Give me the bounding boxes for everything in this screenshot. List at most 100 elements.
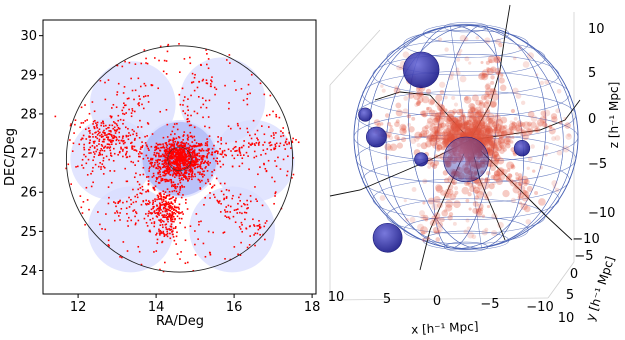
galaxy-point xyxy=(278,145,281,147)
particle xyxy=(480,94,487,101)
galaxy-point xyxy=(107,136,110,138)
galaxy-point xyxy=(178,152,180,154)
galaxy-point xyxy=(222,156,225,158)
galaxy-point xyxy=(273,148,275,151)
galaxy-point xyxy=(102,135,104,138)
particle xyxy=(458,108,464,114)
particle xyxy=(468,124,475,131)
galaxy-point xyxy=(107,127,109,129)
galaxy-point xyxy=(193,89,196,92)
galaxy-point xyxy=(200,158,203,160)
galaxy-point xyxy=(215,88,218,91)
galaxy-point xyxy=(188,175,191,178)
particle xyxy=(429,137,433,142)
galaxy-point xyxy=(184,170,186,172)
galaxy-point xyxy=(138,95,140,97)
galaxy-point xyxy=(185,172,188,174)
particle xyxy=(492,154,497,159)
galaxy-point xyxy=(274,143,277,146)
galaxy-point xyxy=(97,132,100,135)
galaxy-point xyxy=(153,151,156,154)
particle xyxy=(564,122,571,129)
galaxy-point xyxy=(165,163,167,166)
galaxy-point xyxy=(155,180,157,183)
y-axis-label: DEC/Deg xyxy=(3,128,18,186)
galaxy-point xyxy=(100,122,103,124)
particle xyxy=(470,107,476,113)
galaxy-point xyxy=(150,163,153,165)
galaxy-point xyxy=(186,134,189,137)
particle xyxy=(487,117,494,124)
galaxy-point xyxy=(192,156,194,159)
particle xyxy=(487,149,495,157)
galaxy-point xyxy=(162,198,165,201)
galaxy-point xyxy=(119,118,122,121)
galaxy-point xyxy=(227,125,230,128)
galaxy-point xyxy=(150,84,153,87)
galaxy-point xyxy=(193,139,196,142)
galaxy-point xyxy=(210,79,212,82)
galaxy-point xyxy=(163,170,166,173)
particle xyxy=(487,120,496,128)
galaxy-point xyxy=(219,211,222,213)
particle xyxy=(437,154,442,160)
particle xyxy=(431,126,439,134)
galaxy-point xyxy=(141,145,144,147)
galaxy-point xyxy=(142,173,145,176)
galaxy-point xyxy=(150,157,152,160)
particle xyxy=(472,207,479,214)
galaxy-point xyxy=(175,171,178,173)
galaxy-point xyxy=(253,225,256,227)
galaxy-point xyxy=(131,89,134,92)
galaxy-point xyxy=(176,159,179,162)
galaxy-point xyxy=(158,209,160,212)
galaxy-point xyxy=(179,151,182,153)
galaxy-point xyxy=(223,197,226,200)
galaxy-point xyxy=(214,93,216,96)
galaxy-point xyxy=(92,136,94,138)
galaxy-point xyxy=(107,186,110,188)
galaxy-point xyxy=(233,146,236,149)
galaxy-point xyxy=(233,209,236,212)
particle xyxy=(475,207,482,214)
particle xyxy=(490,138,497,145)
galaxy-point xyxy=(204,99,207,102)
particle xyxy=(474,195,479,200)
particle xyxy=(445,188,451,195)
particle xyxy=(467,108,474,115)
particle xyxy=(409,216,416,223)
particle xyxy=(498,173,506,181)
particle xyxy=(510,131,514,135)
galaxy-point xyxy=(177,206,180,209)
particle xyxy=(463,229,468,235)
galaxy-point xyxy=(152,187,155,190)
galaxy-point xyxy=(168,157,171,159)
particle xyxy=(497,140,502,145)
galaxy-point xyxy=(209,197,211,199)
particle xyxy=(434,136,441,143)
galaxy-point xyxy=(232,215,235,218)
galaxy-point xyxy=(174,176,176,178)
galaxy-point xyxy=(164,205,167,208)
galaxy-point xyxy=(197,96,200,98)
galaxy-point xyxy=(99,223,101,226)
galaxy-point xyxy=(92,140,95,143)
galaxy-point xyxy=(163,235,166,238)
galaxy-point xyxy=(186,118,188,121)
particle xyxy=(434,112,442,120)
galaxy-point xyxy=(118,128,120,130)
galaxy-point xyxy=(173,189,176,192)
galaxy-point xyxy=(124,126,127,129)
galaxy-point xyxy=(263,141,266,144)
galaxy-point xyxy=(179,174,181,176)
particle xyxy=(493,138,502,146)
galaxy-point xyxy=(171,143,174,146)
galaxy-point xyxy=(171,212,174,214)
galaxy-point xyxy=(150,222,153,224)
galaxy-point xyxy=(146,189,149,192)
galaxy-point xyxy=(157,158,160,161)
particle xyxy=(400,136,407,143)
galaxy-point xyxy=(173,154,175,157)
galaxy-point xyxy=(198,220,200,223)
